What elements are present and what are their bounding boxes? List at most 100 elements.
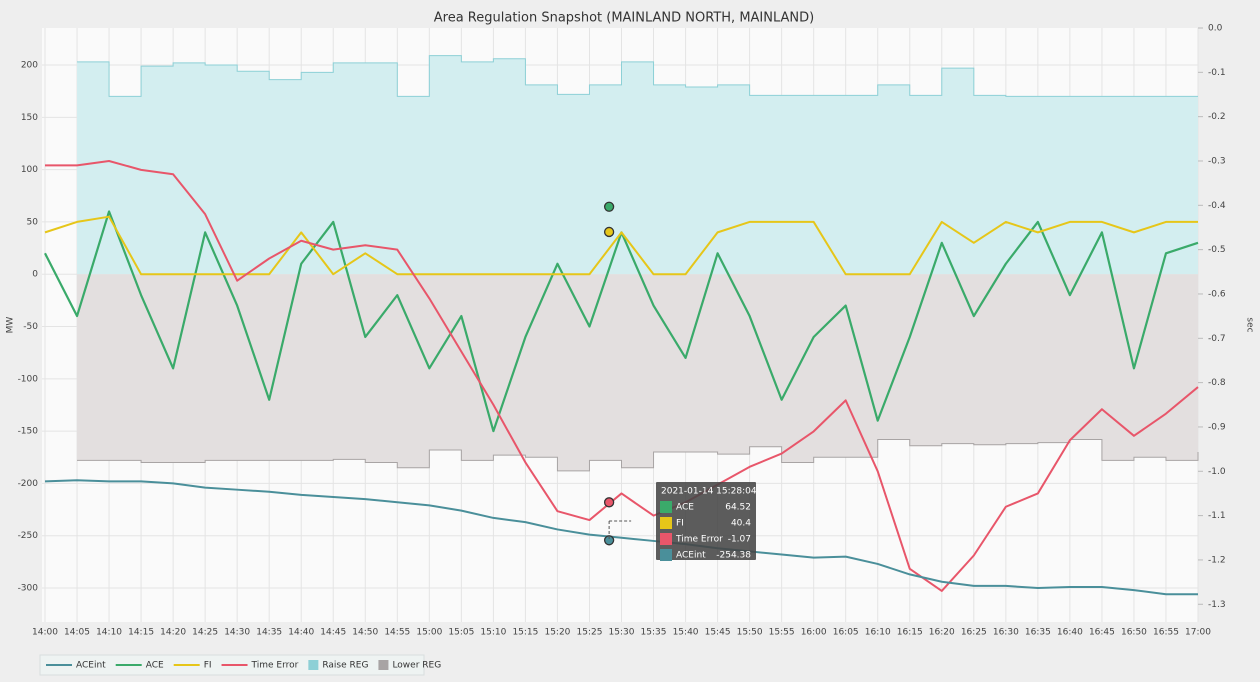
tooltip-name: FI [676,519,684,529]
crosshair [608,520,632,540]
area-fill [77,55,1198,275]
tooltip-swatch [660,517,672,529]
x-tick-label: 15:05 [448,628,474,638]
legend-swatch [308,660,319,670]
x-tick-label: 14:55 [384,628,410,638]
y-axis-title: MW [6,317,16,334]
y2-tick-label: -0.5 [1208,245,1226,255]
x-tick-label: 16:55 [1153,628,1179,638]
x-tick-label: 17:00 [1185,628,1211,638]
y2-tick-label: -0.9 [1208,422,1226,432]
hover-marker [603,201,615,212]
tooltip-box [656,482,756,560]
y2-tick-label: 0.0 [1208,24,1223,34]
x-tick-label: 14:40 [288,628,314,638]
area-fill [77,274,1198,471]
x-tick-label: 15:50 [737,628,763,638]
y-tick-label: -50 [23,322,38,332]
y-tick-label: -100 [18,374,39,384]
area-line [77,438,1199,472]
x-tick-label: 14:05 [64,628,90,638]
series-line [44,479,1198,596]
x-tick-label: 16:25 [961,628,987,638]
area-line [77,55,1198,97]
x-tick-label: 16:50 [1121,628,1147,638]
y-tick-label: 200 [21,61,38,71]
x-tick-label: 15:10 [480,628,506,638]
legend-label: FI [204,661,212,671]
x-tick-label: 16:30 [993,628,1019,638]
x-tick-label: 16:10 [865,628,891,638]
legend-label: ACEint [76,661,106,671]
tooltip-time: 2021-01-14 15:28:04 [661,487,757,497]
x-tick-label: 15:00 [416,628,442,638]
tooltip-value: -254.38 [716,551,751,561]
x-tick-label: 16:00 [801,628,827,638]
x-tick-label: 15:35 [641,628,667,638]
x-tick-label: 14:45 [320,628,346,638]
legend-label: Time Error [251,661,299,671]
tooltip-value: -1.07 [728,535,751,545]
legend-label: ACE [146,661,164,671]
x-tick-label: 14:20 [160,628,186,638]
x-tick-label: 16:15 [897,628,923,638]
x-tick-label: 14:50 [352,628,378,638]
x-tick-label: 15:20 [544,628,570,638]
y2-tick-label: -0.2 [1208,112,1226,122]
x-tick-label: 15:25 [577,628,603,638]
series-line [45,159,1199,592]
x-tick-label: 15:55 [769,628,795,638]
x-tick-label: 16:05 [833,628,859,638]
x-tick-label: 14:35 [256,628,282,638]
legend-label: Lower REG [392,661,441,671]
x-tick-label: 15:15 [512,628,538,638]
legend-swatch [378,660,389,670]
chart-title: Area Regulation Snapshot (MAINLAND NORTH… [434,11,814,26]
x-tick-label: 16:40 [1057,628,1083,638]
tooltip-name: Time Error [675,535,723,545]
y-tick-label: 100 [21,165,38,175]
y2-tick-label: -0.7 [1208,334,1226,344]
tooltip-value: 64.52 [725,503,751,513]
hover-marker [603,497,615,508]
y-tick-label: 150 [21,113,38,123]
tooltip-swatch [660,533,672,545]
y2-tick-label: -0.3 [1208,156,1226,166]
x-tick-label: 16:20 [929,628,955,638]
x-tick-label: 15:45 [705,628,731,638]
y2-tick-label: -0.1 [1208,68,1226,78]
tooltip-value: 40.4 [731,519,751,529]
x-tick-label: 16:45 [1089,628,1115,638]
y2-tick-label: -1.2 [1208,555,1226,565]
series-line [44,215,1198,276]
y2-axis-title: sec [1245,317,1255,332]
y-tick-label: -300 [18,584,39,594]
y2-tick-label: -1.1 [1208,511,1226,521]
y2-tick-label: -0.6 [1208,289,1226,299]
tooltip-swatch [660,501,672,513]
y-tick-label: -250 [18,531,39,541]
legend-label: Raise REG [322,661,368,671]
y2-tick-label: -0.8 [1208,378,1226,388]
y2-tick-label: -1.0 [1208,467,1226,477]
x-tick-label: 15:40 [673,628,699,638]
y2-tick-label: -0.4 [1208,201,1226,211]
tooltip-name: ACE [676,503,694,513]
hover-marker [603,226,615,238]
x-tick-label: 15:30 [609,628,635,638]
y2-tick-label: -1.3 [1208,600,1226,610]
tooltip-swatch [660,549,672,561]
x-tick-label: 14:30 [224,628,250,638]
y-tick-label: -150 [18,427,39,437]
x-tick-label: 16:35 [1025,628,1051,638]
x-tick-label: 14:25 [192,628,218,638]
x-tick-label: 14:15 [128,628,154,638]
y-tick-label: 0 [32,270,38,280]
y-tick-label: -200 [18,479,39,489]
y-tick-label: 50 [27,217,39,227]
tooltip-name: ACEint [676,551,706,561]
hover-marker [603,535,615,546]
x-tick-label: 14:00 [32,628,58,638]
x-tick-label: 14:10 [96,628,122,638]
